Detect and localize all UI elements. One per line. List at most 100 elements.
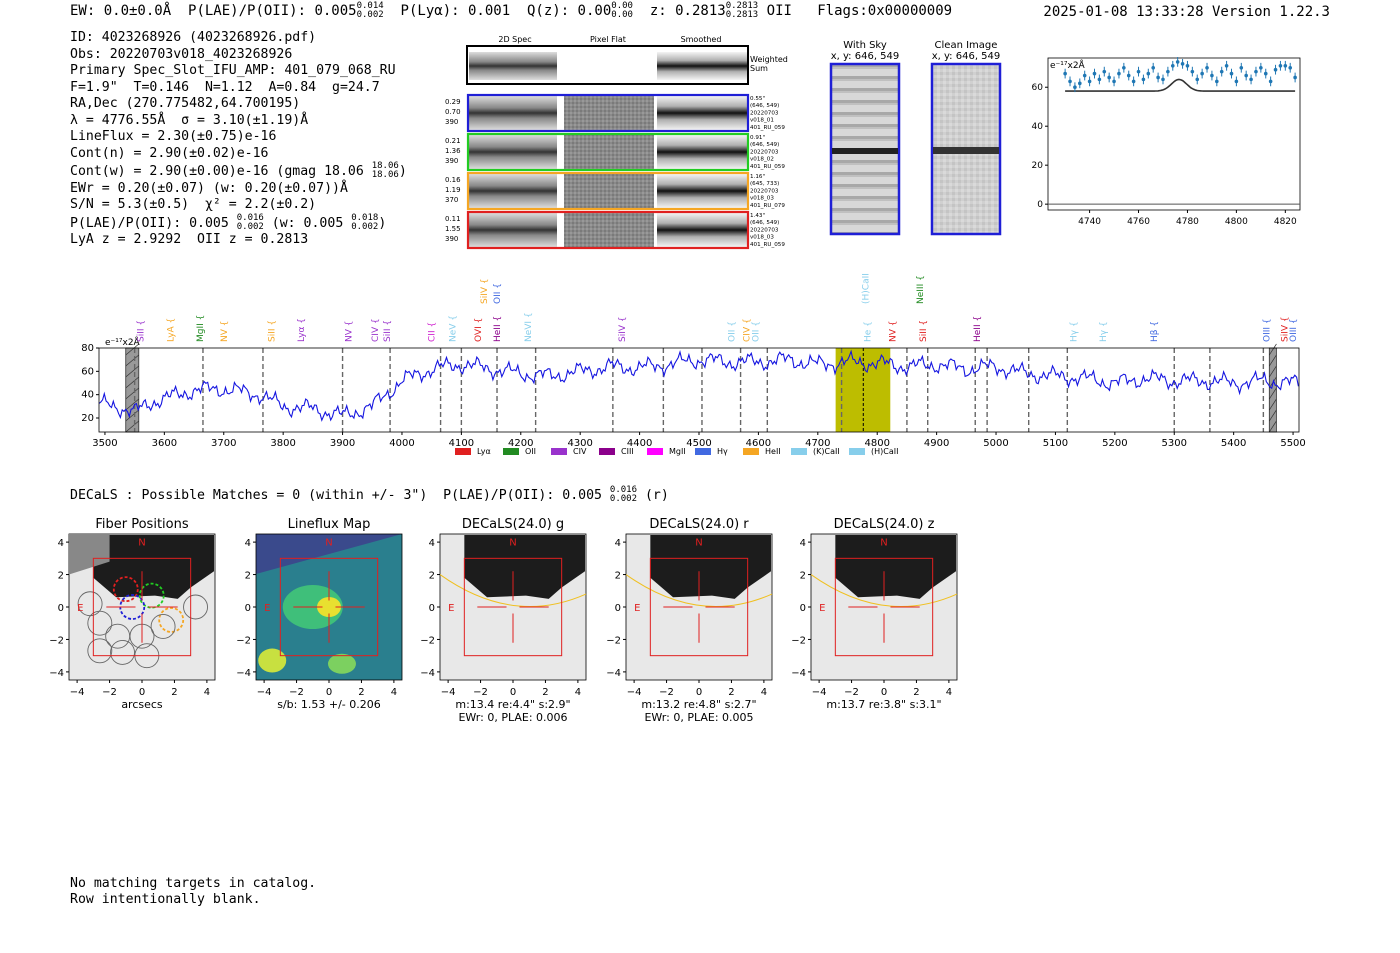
zoom-point [1239,65,1244,70]
zoom-chart: e⁻¹⁷x2Å 0 20 40 60 4740 4760 4780 4800 4820 [1032,57,1301,227]
info-lambda: λ = 4776.55Å σ = 3.10(±1.19)Å [70,112,309,128]
panel-ytick-label: −4 [606,668,621,679]
spectrum-line-label: SiIV { [618,316,628,342]
cutout-left-text: 0.11 [445,215,461,223]
panel-ytick-label: −4 [49,668,64,679]
aperture-ellipse [810,574,958,608]
zoom-point [1185,63,1190,68]
legend-label: (H)CaII [871,447,898,456]
spectrum-line-label: CIV { [743,318,753,342]
cutout-row: 0.29 0.70 390 0.55"(646, 549)20220703 v018_0… [445,93,785,133]
zoom-point [1219,69,1224,74]
cutout-frame [466,93,750,133]
zoom-point [1151,65,1156,70]
spectrum-hatch [125,387,140,400]
panel-xtick-label: 4 [391,687,397,698]
spectrum-hatch [125,398,140,411]
north-label: N [695,537,702,548]
panel-ytick-label: 4 [58,538,64,549]
z-line: OII [766,3,792,19]
zoom-point [1166,69,1170,74]
spectrum-xtick-label: 4900 [924,438,949,449]
spectrum-line-label: He { [864,321,874,342]
spec-cutouts: 2D Spec Pixel Flat Smoothed Weighted Sum… [445,35,788,250]
panel-xtick-label: 4 [946,687,952,698]
panel-title: Lineflux Map [288,517,371,532]
spectrum-hatch [125,420,140,433]
cutout-right-text: (646, 549) [750,103,779,109]
spectrum-line-label: SiII { [137,320,147,342]
panel-ytick-label: −2 [791,635,806,646]
info-primary: Primary Spec_Slot_IFU_AMP: 401_079_068_R… [70,63,396,78]
cutout-left-text: 1.36 [445,147,461,155]
sky-images: With Sky x, y: 646, 549 Clean Image x, y… [829,40,1002,236]
panel-ytick-label: −4 [791,668,806,679]
spectrum-xtick-label: 5100 [1043,438,1068,449]
spectrum-xtick-label: 4500 [686,438,711,449]
weighted-sum-label-1: Weighted [750,55,788,64]
spectrum-hatch [1269,354,1277,367]
spectrum-line-label: NV { [345,321,355,342]
image-panel: DECaLS(24.0) z N E −4 −4 −2 −2 0 0 2 2 4 4 m:13.7 re:… [791,517,958,711]
cutout-pixel-flat [564,96,654,130]
spectrum-line-label: MgII { [196,315,206,342]
clean-xy: x, y: 646, 549 [932,51,1001,62]
image-panel: Lineflux Map N E −4 −4 −2 −2 0 0 2 2 4 4 s/b: 1.53 +/… [236,517,403,711]
spectrum-hatch [1269,343,1277,356]
info-lya-z: LyA z = 2.9292 OII z = 0.2813 [70,232,309,247]
spectrum-xtick-label: 5500 [1280,438,1305,449]
spectrum-ytick-label: 80 [81,343,94,354]
with-sky-xy: x, y: 646, 549 [831,51,900,62]
east-label: E [634,603,640,614]
spectrum-hatch [1269,365,1277,378]
panel-ytick-label: 0 [429,603,435,614]
cutout-pixel-flat [564,213,654,247]
zoom-frame [1047,57,1301,211]
panel-xtick-label: −4 [70,687,85,698]
zoom-point [1117,71,1121,76]
spectrum-ytick-label: 40 [81,390,94,401]
zoom-point [1254,69,1258,74]
zoom-point [1087,79,1092,84]
panel-xtick-label: 0 [696,687,702,698]
panel-xtick-label: −4 [441,687,456,698]
aperture-box [463,557,563,657]
cutout-right-text: (646, 549) [750,142,779,148]
cutout-right-text: 20220703 [750,110,779,116]
panel-title: DECaLS(24.0) r [649,517,749,532]
north-label: N [325,537,332,548]
decals-summary: DECaLS : Possible Matches = 0 (within +/… [70,485,669,504]
zoom-point [1122,65,1126,70]
zoom-point [1293,75,1297,80]
fiber-circle [77,591,103,617]
cutout-right-text: 0.91" [750,135,765,141]
legend-swatch [791,448,807,455]
spectrum-xtick-label: 5300 [1162,438,1187,449]
spectrum-hatch [1269,420,1277,433]
legend-label: Hγ [717,447,728,456]
zoom-point [1244,73,1248,78]
cutout-right-text: 1.16" [750,174,765,180]
legend-label: OII [525,447,536,456]
zoom-point [1170,63,1175,68]
zoom-point [1259,65,1263,70]
spectrum-xtick-label: 3700 [211,438,236,449]
north-label: N [138,537,145,548]
fiber-circle [138,582,165,609]
cutout-left-text: 370 [445,196,458,204]
panel-xtick-label: −4 [257,687,272,698]
spectrum-line-label: OII { [751,321,761,342]
fiber-circle [87,638,113,664]
info-plae: P(LAE)/P(OII): 0.005 0.016 0.002 (w: 0.00… [70,212,387,232]
panel-ytick-label: −2 [236,635,251,646]
spectrum-xtick-label: 3900 [330,438,355,449]
cutout-smoothed [657,135,747,169]
zoom-point [1190,69,1195,74]
legend-swatch [503,448,519,455]
col-label-2dspec: 2D Spec [498,35,531,44]
cutout-2dspec [469,135,557,169]
cutout-frame [466,132,750,172]
weighted-sum-label-2: Sum [750,64,768,73]
footer-line-2: Row intentionally blank. [70,891,261,907]
panel-ytick-label: 4 [429,538,435,549]
